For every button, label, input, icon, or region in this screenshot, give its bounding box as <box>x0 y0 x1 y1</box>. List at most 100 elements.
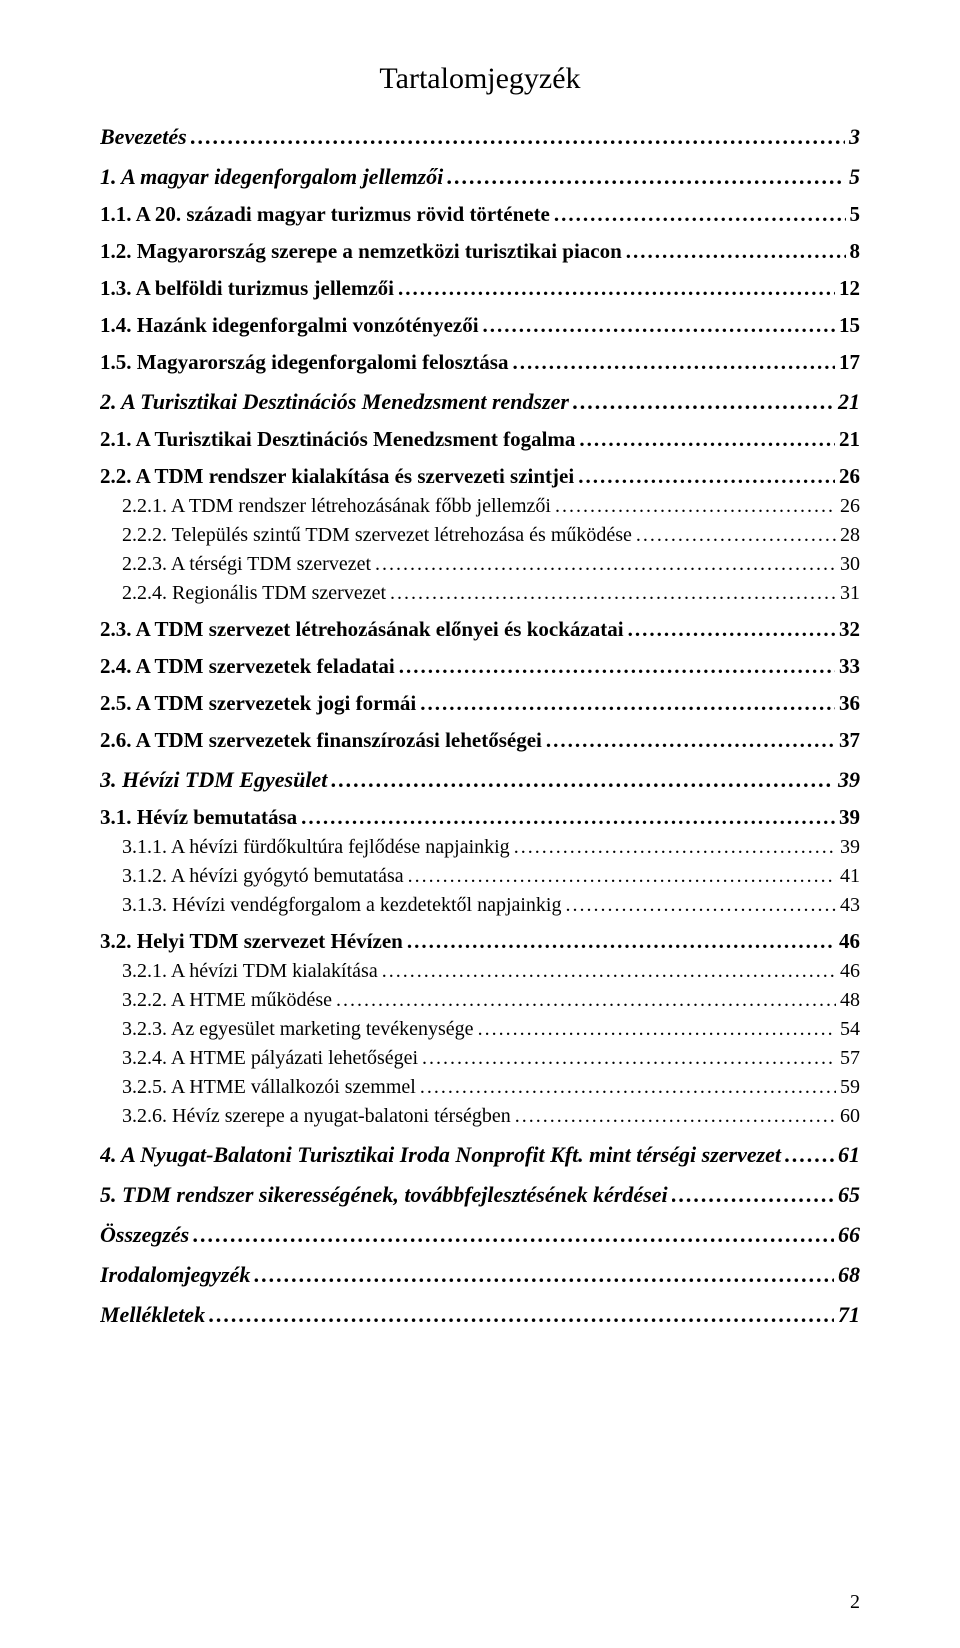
toc-entry-label: 2.2.4. Regionális TDM szervezet <box>122 582 386 605</box>
toc-entry: 2.5. A TDM szervezetek jogi formái 36 <box>100 691 860 716</box>
toc-entry-page: 54 <box>840 1018 860 1041</box>
toc-entry-page: 39 <box>838 767 860 793</box>
page-number: 2 <box>850 1591 860 1614</box>
toc-entry-label: 3.2.3. Az egyesület marketing tevékenysé… <box>122 1018 474 1041</box>
toc-entry-page: 8 <box>850 239 861 264</box>
toc-entry-page: 26 <box>839 464 860 489</box>
toc-entry-page: 48 <box>840 989 860 1012</box>
toc-entry: 3.2.2. A HTME működése 48 <box>100 989 860 1012</box>
toc-leader-dots <box>514 836 836 859</box>
toc-entry-label: 3.2. Helyi TDM szervezet Hévízen <box>100 929 403 954</box>
toc-entry-label: 3.2.4. A HTME pályázati lehetőségei <box>122 1047 418 1070</box>
toc-entry-page: 5 <box>849 164 860 190</box>
toc-leader-dots <box>636 524 836 547</box>
toc-entry-page: 57 <box>840 1047 860 1070</box>
toc-entry-label: 3.2.5. A HTME vállalkozói szemmel <box>122 1076 416 1099</box>
toc-entry-label: 2.3. A TDM szervezet létrehozásának előn… <box>100 617 624 642</box>
toc-leader-dots <box>390 582 836 605</box>
toc-leader-dots <box>422 1047 836 1070</box>
toc-entry: 1.2. Magyarország szerepe a nemzetközi t… <box>100 239 860 264</box>
toc-entry-label: 2. A Turisztikai Desztinációs Menedzsmen… <box>100 389 569 415</box>
toc-entry-page: 46 <box>840 960 860 983</box>
toc-entry: 3.1.2. A hévízi gyógytó bemutatása 41 <box>100 865 860 888</box>
toc-entry-label: 5. TDM rendszer sikerességének, továbbfe… <box>100 1182 668 1208</box>
toc-entry-label: 1.4. Hazánk idegenforgalmi vonzótényezői <box>100 313 479 338</box>
toc-leader-dots <box>555 495 836 518</box>
toc-entry-page: 36 <box>839 691 860 716</box>
toc-entry: 3.1.1. A hévízi fürdőkultúra fejlődése n… <box>100 836 860 859</box>
toc-leader-dots <box>301 805 835 830</box>
toc-entry-label: 4. A Nyugat-Balatoni Turisztikai Iroda N… <box>100 1142 781 1168</box>
toc-leader-dots <box>331 767 834 793</box>
toc-entry-page: 30 <box>840 553 860 576</box>
toc-leader-dots <box>447 164 845 190</box>
toc-entry-page: 28 <box>840 524 860 547</box>
toc-leader-dots <box>209 1302 834 1328</box>
toc-entry-label: 3.1. Hévíz bemutatása <box>100 805 297 830</box>
toc-entry: 3.2.6. Hévíz szerepe a nyugat-balatoni t… <box>100 1105 860 1128</box>
toc-entry: 3. Hévízi TDM Egyesület 39 <box>100 767 860 793</box>
toc-leader-dots <box>478 1018 836 1041</box>
toc-leader-dots <box>672 1182 834 1208</box>
toc-entry-page: 33 <box>839 654 860 679</box>
toc-entry: 2.3. A TDM szervezet létrehozásának előn… <box>100 617 860 642</box>
table-of-contents: Bevezetés 3 1. A magyar idegenforgalom je… <box>100 124 860 1328</box>
toc-leader-dots <box>191 124 845 150</box>
toc-entry-page: 41 <box>840 865 860 888</box>
toc-entry-label: 3.2.1. A hévízi TDM kialakítása <box>122 960 378 983</box>
toc-leader-dots <box>628 617 835 642</box>
toc-entry-page: 60 <box>840 1105 860 1128</box>
toc-entry: 2.2.4. Regionális TDM szervezet 31 <box>100 582 860 605</box>
toc-leader-dots <box>512 350 835 375</box>
toc-entry-label: 3.1.1. A hévízi fürdőkultúra fejlődése n… <box>122 836 510 859</box>
toc-entry-label: 1.1. A 20. századi magyar turizmus rövid… <box>100 202 550 227</box>
toc-entry-label: 1.3. A belföldi turizmus jellemzői <box>100 276 394 301</box>
toc-entry-page: 15 <box>839 313 860 338</box>
toc-entry-label: 2.6. A TDM szervezetek finanszírozási le… <box>100 728 542 753</box>
toc-entry: 3.2.4. A HTME pályázati lehetőségei 57 <box>100 1047 860 1070</box>
toc-entry: 5. TDM rendszer sikerességének, továbbfe… <box>100 1182 860 1208</box>
toc-entry: Összegzés 66 <box>100 1222 860 1248</box>
toc-entry: 1.1. A 20. századi magyar turizmus rövid… <box>100 202 860 227</box>
toc-leader-dots <box>626 239 846 264</box>
toc-leader-dots <box>420 1076 836 1099</box>
toc-entry-page: 61 <box>838 1142 860 1168</box>
toc-entry: 3.2. Helyi TDM szervezet Hévízen 46 <box>100 929 860 954</box>
toc-entry-page: 32 <box>839 617 860 642</box>
toc-entry-page: 37 <box>839 728 860 753</box>
toc-entry: 2.4. A TDM szervezetek feladatai 33 <box>100 654 860 679</box>
toc-leader-dots <box>785 1142 834 1168</box>
toc-entry-page: 3 <box>849 124 860 150</box>
toc-entry-label: 2.2.3. A térségi TDM szervezet <box>122 553 371 576</box>
toc-entry-page: 71 <box>838 1302 860 1328</box>
toc-entry-label: 2.4. A TDM szervezetek feladatai <box>100 654 395 679</box>
toc-leader-dots <box>546 728 835 753</box>
toc-entry-page: 21 <box>839 427 860 452</box>
toc-entry: 4. A Nyugat-Balatoni Turisztikai Iroda N… <box>100 1142 860 1168</box>
toc-entry: 1. A magyar idegenforgalom jellemzői 5 <box>100 164 860 190</box>
toc-entry-page: 12 <box>839 276 860 301</box>
toc-entry-label: 1.2. Magyarország szerepe a nemzetközi t… <box>100 239 622 264</box>
toc-leader-dots <box>398 276 835 301</box>
toc-entry-label: Bevezetés <box>100 124 187 150</box>
toc-leader-dots <box>573 389 834 415</box>
toc-leader-dots <box>375 553 836 576</box>
toc-leader-dots <box>515 1105 836 1128</box>
toc-entry: 2.2. A TDM rendszer kialakítása és szerv… <box>100 464 860 489</box>
toc-entry-label: 2.1. A Turisztikai Desztinációs Menedzsm… <box>100 427 575 452</box>
toc-entry-label: 2.2. A TDM rendszer kialakítása és szerv… <box>100 464 574 489</box>
toc-leader-dots <box>566 894 837 917</box>
toc-entry: Mellékletek 71 <box>100 1302 860 1328</box>
toc-entry: Bevezetés 3 <box>100 124 860 150</box>
toc-entry: 1.5. Magyarország idegenforgalomi felosz… <box>100 350 860 375</box>
toc-leader-dots <box>420 691 835 716</box>
toc-entry: 2.6. A TDM szervezetek finanszírozási le… <box>100 728 860 753</box>
toc-entry: Irodalomjegyzék 68 <box>100 1262 860 1288</box>
toc-leader-dots <box>579 427 835 452</box>
toc-entry-page: 26 <box>840 495 860 518</box>
toc-entry-page: 31 <box>840 582 860 605</box>
toc-entry-label: 3. Hévízi TDM Egyesület <box>100 767 327 793</box>
toc-entry: 2.1. A Turisztikai Desztinációs Menedzsm… <box>100 427 860 452</box>
toc-entry: 2.2.3. A térségi TDM szervezet 30 <box>100 553 860 576</box>
toc-leader-dots <box>399 654 835 679</box>
